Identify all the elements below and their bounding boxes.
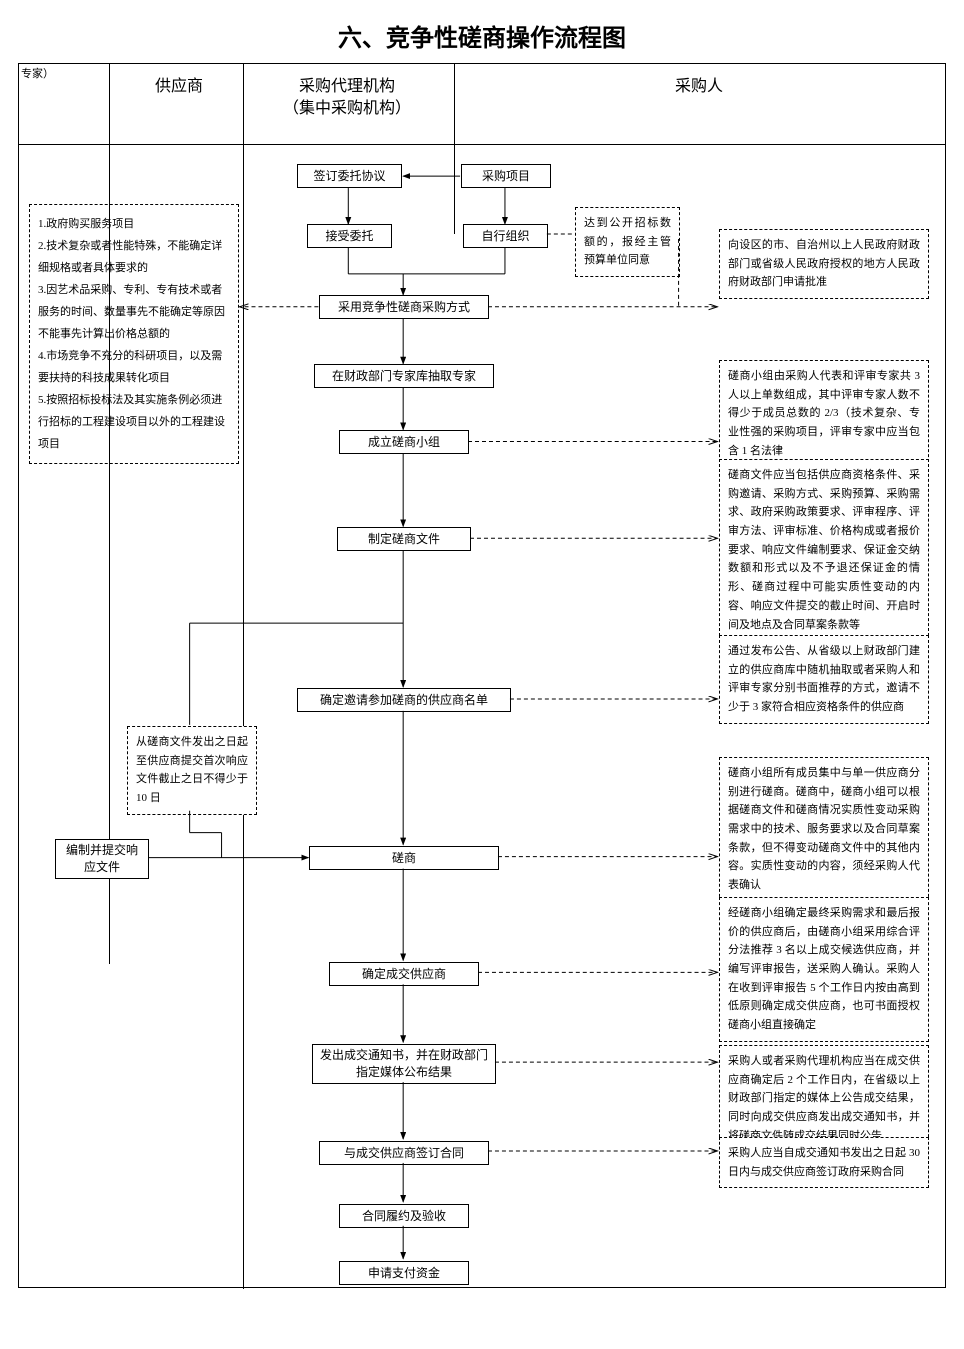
lane-buyer: 采购人 [639,76,759,98]
vline-agent-b [454,144,455,234]
node-invite-list: 确定邀请参加磋商的供应商名单 [297,688,511,712]
node-extract-experts: 在财政部门专家库抽取专家 [314,364,494,388]
node-announce: 发出成交通知书，并在财政部门指定媒体公布结果 [312,1044,496,1084]
note-group: 磋商小组由采购人代表和评审专家共 3 人以上单数组成，其中评审专家人数不得少于成… [719,360,929,467]
lane-supplier: 供应商 [119,76,239,98]
cond-2: 2.技术复杂或者性能特殊，不能确定详细规格或者具体要求的 [38,235,230,279]
node-sign-agreement: 签订委托协议 [297,164,402,188]
cond-1: 1.政府购买服务项目 [38,213,230,235]
page-title: 六、竞争性磋商操作流程图 [0,18,964,53]
note-threshold: 达到公开招标数额的，报经主管预算单位同意 [575,207,680,277]
lane-agent: 采购代理机构 （集中采购机构） [257,76,437,121]
note-contract: 采购人应当自成交通知书发出之日起 30 日内与成交供应商签订政府采购合同 [719,1137,929,1188]
vline-supplier [243,64,244,144]
node-determine-winner: 确定成交供应商 [329,962,479,986]
node-adopt-method: 采用竞争性磋商采购方式 [319,295,489,319]
flowchart-frame: 专家） 供应商 采购代理机构 （集中采购机构） 采购人 签订委托协议 采购项目 … [18,63,946,1288]
vline-expert [109,64,110,144]
node-accept-entrust: 接受委托 [307,224,392,248]
lane-expert: 专家） [21,67,54,82]
node-negotiate: 磋商 [309,846,499,870]
vline-agent [454,64,455,144]
vline-supplier-b [243,144,244,1289]
note-approval: 向设区的市、自治州以上人民政府财政部门或省级人民政府授权的地方人民政府财政部门申… [719,229,929,299]
node-apply-payment: 申请支付资金 [339,1261,469,1285]
note-invite: 通过发布公告、从省级以上财政部门建立的供应商库中随机抽取或者采购人和评审专家分别… [719,635,929,724]
cond-5: 5.按照招标投标法及其实施条例必须进行招标的工程建设项目以外的工程建设项目 [38,389,230,455]
note-response-time: 从磋商文件发出之日起至供应商提交首次响应文件截止之日不得少于 10 日 [127,726,257,815]
node-submit-response: 编制并提交响应文件 [55,839,149,879]
node-form-group: 成立磋商小组 [339,430,469,454]
node-draft-doc: 制定磋商文件 [337,527,471,551]
cond-3: 3.因艺术品采购、专利、专有技术或者服务的时间、数量事先不能确定等原因不能事先计… [38,279,230,345]
note-negotiation: 磋商小组所有成员集中与单一供应商分别进行磋商。磋商中，磋商小组可以根据磋商文件和… [719,757,929,902]
node-procurement-project: 采购项目 [461,164,551,188]
node-self-organize: 自行组织 [463,224,548,248]
node-sign-contract: 与成交供应商签订合同 [319,1141,489,1165]
lane-divider [19,144,945,145]
note-determine: 经磋商小组确定最终采购需求和最后报价的供应商后，由磋商小组采用综合评分法推荐 3… [719,897,929,1042]
note-conditions: 1.政府购买服务项目 2.技术复杂或者性能特殊，不能确定详细规格或者具体要求的 … [29,204,239,464]
node-perform-accept: 合同履约及验收 [339,1204,469,1228]
cond-4: 4.市场竞争不充分的科研项目，以及需要扶持的科技成果转化项目 [38,345,230,389]
lane-agent-l2: （集中采购机构） [283,100,411,117]
note-doc: 磋商文件应当包括供应商资格条件、采购邀请、采购方式、采购预算、采购需求、政府采购… [719,459,929,641]
lane-agent-l1: 采购代理机构 [299,78,395,95]
